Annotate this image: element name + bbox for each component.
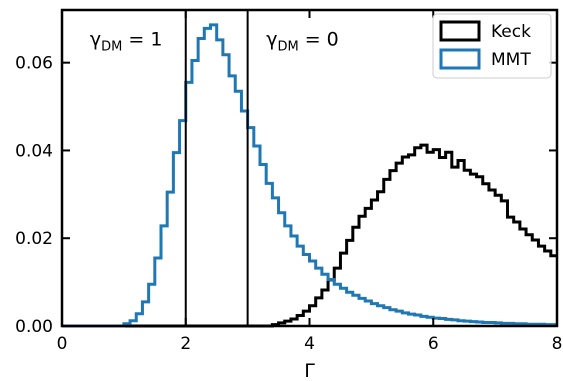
x-tick-label: 0 <box>57 334 68 354</box>
legend-label-keck: Keck <box>491 22 531 42</box>
series-line-mmt <box>62 23 557 328</box>
legend-label-mmt: MMT <box>491 50 531 70</box>
legend-swatch-keck <box>439 20 481 42</box>
x-tick-label: 2 <box>180 334 191 354</box>
reference-lines <box>184 10 249 326</box>
axis-ticks: 0 2 4 6 8 0.00 0.02 0.04 0.06 <box>15 10 562 354</box>
legend-swatch-mmt <box>439 48 481 70</box>
legend: Keck MMT <box>432 13 552 79</box>
x-axis-label: Γ <box>304 360 315 381</box>
annotation-gamma-1: γDM = 1 <box>90 29 163 55</box>
y-tick-label: 0.00 <box>15 317 53 337</box>
legend-box <box>432 13 552 79</box>
annotations: γDM = 1 γDM = 0 <box>90 29 339 55</box>
x-tick-label: 4 <box>304 334 315 354</box>
y-tick-label: 0.04 <box>15 141 53 161</box>
y-tick-label: 0.02 <box>15 229 53 249</box>
x-tick-label: 8 <box>552 334 563 354</box>
series-line-keck <box>62 143 557 328</box>
x-tick-label: 6 <box>428 334 439 354</box>
annotation-gamma-2: γDM = 0 <box>266 29 339 55</box>
y-tick-label: 0.06 <box>15 54 53 74</box>
